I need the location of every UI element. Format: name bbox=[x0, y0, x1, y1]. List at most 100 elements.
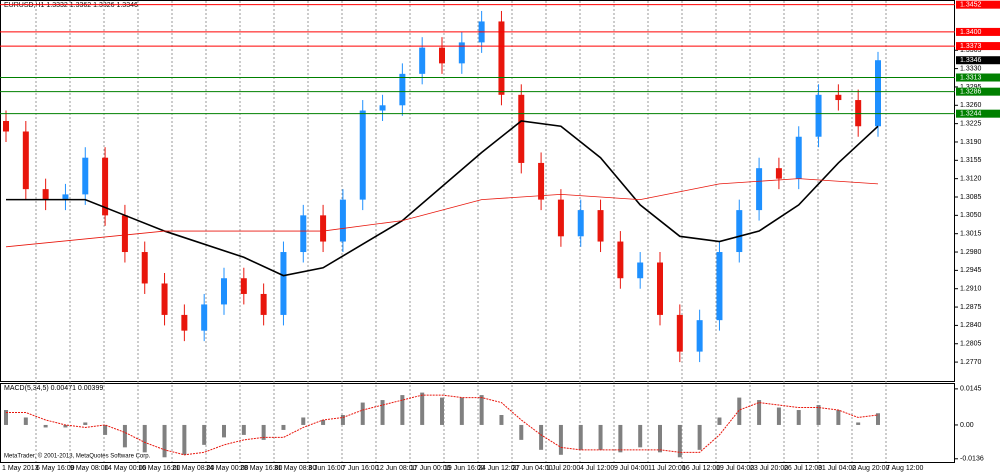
y-tick-label: 1.2980 bbox=[960, 249, 982, 256]
candle-body bbox=[458, 42, 465, 64]
candle-body bbox=[22, 131, 29, 190]
candle-body bbox=[62, 194, 69, 200]
x-tick-label: 24 Jun 12:00 bbox=[478, 465, 519, 472]
symbol-title: EURUSD,H1 1.3332 1.3362 1.3326 1.3346 bbox=[4, 2, 138, 9]
candle-body bbox=[181, 314, 188, 331]
candle-body bbox=[399, 73, 406, 106]
level-label: 1.3244 bbox=[960, 111, 982, 118]
macd-bar bbox=[380, 400, 385, 425]
macd-bar bbox=[43, 424, 48, 428]
x-tick-label: 28 May 16:00 bbox=[240, 465, 283, 472]
candle-body bbox=[617, 241, 624, 279]
y-tick-label: 1.2875 bbox=[960, 304, 982, 311]
macd-bar bbox=[202, 424, 207, 445]
x-tick-label: 31 May 08:00 bbox=[274, 465, 317, 472]
candle-body bbox=[260, 293, 267, 315]
candle-body bbox=[676, 314, 683, 352]
candle-body bbox=[538, 162, 545, 200]
x-tick-label: 31 Jul 04:00 bbox=[818, 465, 856, 472]
y-tick-label: 1.2805 bbox=[960, 341, 982, 348]
x-tick-label: 26 Jul 12:00 bbox=[784, 465, 822, 472]
macd-bar bbox=[420, 392, 425, 425]
x-tick-label: 12 Jun 08:00 bbox=[376, 465, 417, 472]
macd-bar bbox=[717, 417, 722, 425]
candle-body bbox=[577, 210, 584, 237]
level-label-bg bbox=[956, 42, 1000, 51]
macd-bar bbox=[638, 424, 643, 448]
y-tick-label: 1.3225 bbox=[960, 120, 982, 127]
level-label: 1.3313 bbox=[960, 74, 982, 81]
macd-bar bbox=[182, 424, 187, 455]
x-tick-label: 1 May 2013 bbox=[2, 465, 39, 472]
macd-bar bbox=[836, 410, 841, 425]
macd-bar bbox=[558, 424, 563, 455]
candle-body bbox=[3, 121, 9, 132]
x-tick-label: 27 Jun 04:00 bbox=[512, 465, 553, 472]
x-tick-label: 24 May 00:00 bbox=[206, 465, 249, 472]
macd-panel bbox=[0, 383, 955, 463]
x-tick-label: 3 Jun 16:00 bbox=[308, 465, 345, 472]
macd-bar bbox=[63, 424, 68, 428]
candle-body bbox=[756, 168, 763, 211]
x-tick-label: 19 Jun 16:00 bbox=[444, 465, 485, 472]
x-tick-label: 7 Jun 16:00 bbox=[342, 465, 379, 472]
level-label: 1.3286 bbox=[960, 89, 982, 96]
candle-body bbox=[121, 215, 128, 253]
candle-body bbox=[875, 60, 881, 127]
x-tick-label: 7 Aug 12:00 bbox=[886, 465, 923, 472]
macd-bar bbox=[241, 424, 246, 435]
macd-bar bbox=[301, 417, 306, 425]
macd-bar bbox=[856, 422, 861, 425]
macd-bar bbox=[440, 397, 444, 425]
macd-bar bbox=[459, 397, 464, 425]
candle-body bbox=[696, 320, 703, 352]
macd-title: MACD(5,34,5) 0.00471 0.00399 bbox=[4, 385, 103, 392]
candle-body bbox=[221, 278, 227, 305]
candle-body bbox=[775, 168, 782, 179]
x-tick-label: 21 May 08:00 bbox=[172, 465, 215, 472]
y-tick-label: 1.3120 bbox=[960, 176, 982, 183]
macd-bar bbox=[499, 415, 504, 425]
y-tick-label: 1.2945 bbox=[960, 267, 982, 274]
y-tick-label: 1.3085 bbox=[960, 194, 982, 201]
level-label-bg bbox=[956, 87, 1000, 96]
x-tick-label: 16 Jul 12:00 bbox=[682, 465, 720, 472]
candle-body bbox=[102, 157, 109, 216]
level-label: 1.3373 bbox=[960, 43, 982, 50]
x-tick-label: 4 Jul 12:00 bbox=[580, 465, 614, 472]
macd-bar bbox=[479, 395, 484, 425]
x-tick-label: 11 Jul 20:00 bbox=[648, 465, 686, 472]
y-tick-label: 1.3190 bbox=[960, 139, 982, 146]
macd-bar bbox=[876, 413, 880, 425]
candle-body bbox=[835, 94, 842, 101]
x-tick-label: 14 May 00:00 bbox=[104, 465, 147, 472]
moving-average bbox=[5, 178, 879, 248]
x-tick-label: 2 Aug 20:00 bbox=[852, 465, 889, 472]
candle-body bbox=[557, 199, 564, 237]
level-label-bg bbox=[956, 109, 1000, 118]
candle-body bbox=[439, 47, 445, 64]
candle-body bbox=[240, 278, 247, 294]
y-tick-label: 1.3330 bbox=[960, 65, 982, 72]
x-tick-label: 1 Jul 20:00 bbox=[546, 465, 580, 472]
macd-bar bbox=[796, 410, 801, 425]
level-label-bg bbox=[956, 27, 1000, 36]
candle-body bbox=[815, 94, 822, 137]
x-tick-label: 23 Jul 20:00 bbox=[750, 465, 788, 472]
x-tick-label: 9 May 08:00 bbox=[70, 465, 109, 472]
macd-signal bbox=[6, 394, 879, 456]
candle-body bbox=[419, 47, 426, 74]
macd-bar bbox=[677, 424, 682, 458]
x-tick-label: 19 Jul 04:00 bbox=[716, 465, 754, 472]
candle-body bbox=[359, 110, 366, 200]
macd-bar bbox=[103, 424, 108, 435]
x-tick-label: 6 May 16:00 bbox=[36, 465, 75, 472]
macd-bar bbox=[757, 400, 762, 425]
candle-body bbox=[320, 215, 327, 242]
y-tick-label: 1.2770 bbox=[960, 359, 982, 366]
macd-bar bbox=[222, 424, 226, 438]
candle-body bbox=[795, 136, 802, 179]
y-tick-label: 1.3295 bbox=[960, 84, 982, 91]
macd-bar bbox=[321, 419, 326, 425]
